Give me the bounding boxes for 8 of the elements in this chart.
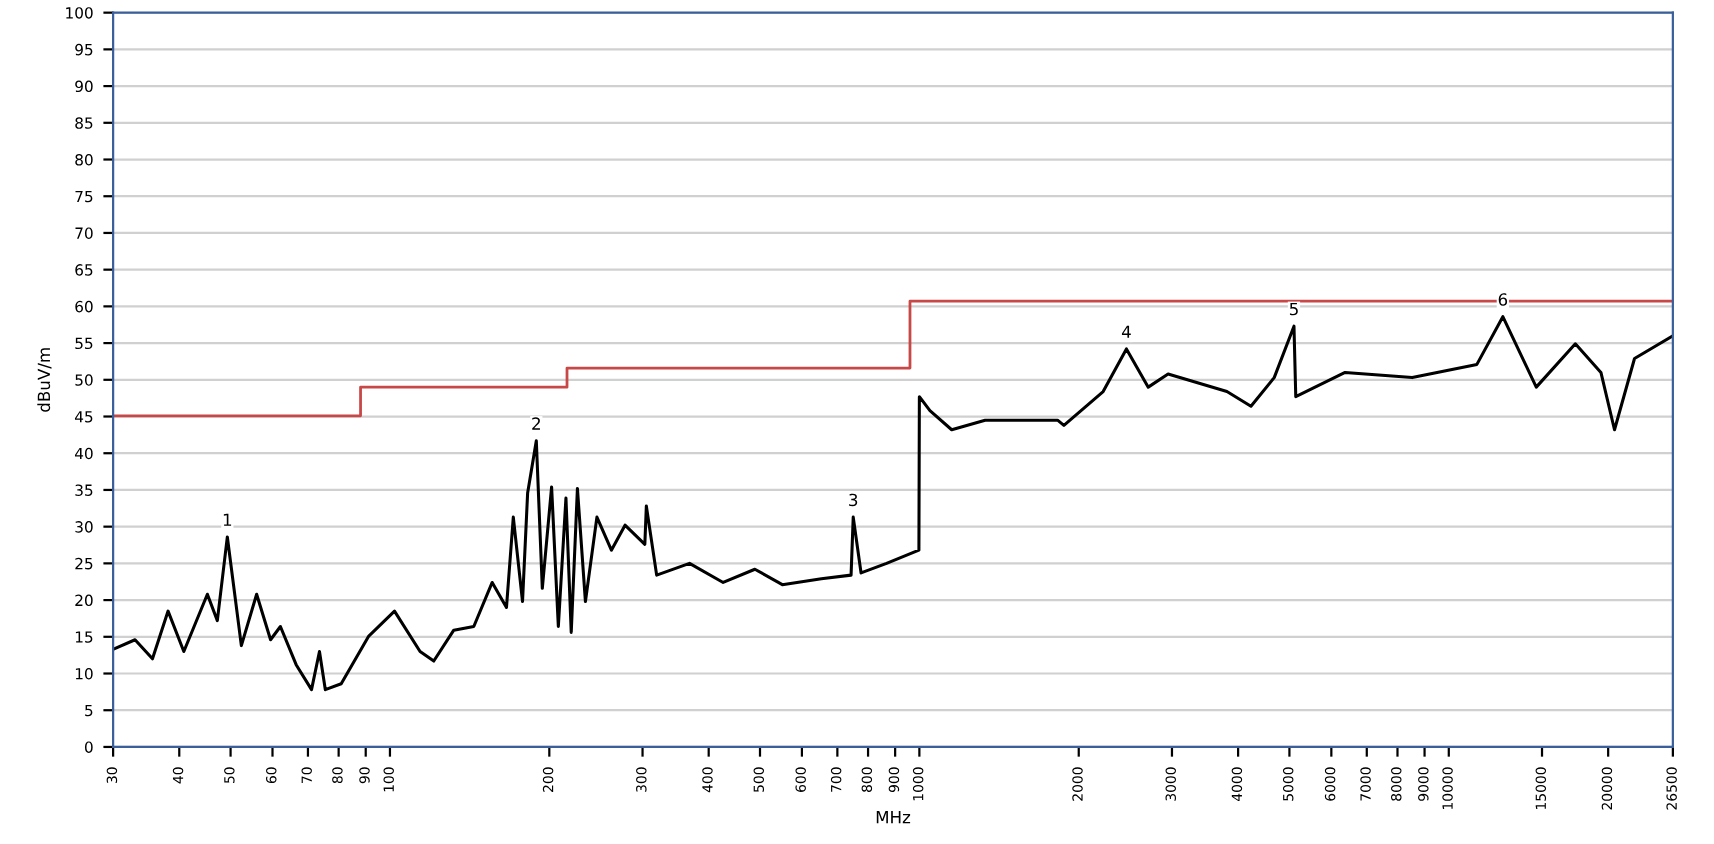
annotation: 5 [1289, 302, 1298, 316]
annotation: 3 [849, 493, 858, 507]
x-axis-title: MHz [876, 811, 911, 824]
y-axis-title: dBuV/m [37, 348, 52, 412]
annotation: 4 [1121, 325, 1131, 338]
annotation: 6 [1498, 293, 1508, 306]
annotation: 1 [223, 513, 232, 526]
annotation: 2 [532, 417, 540, 430]
